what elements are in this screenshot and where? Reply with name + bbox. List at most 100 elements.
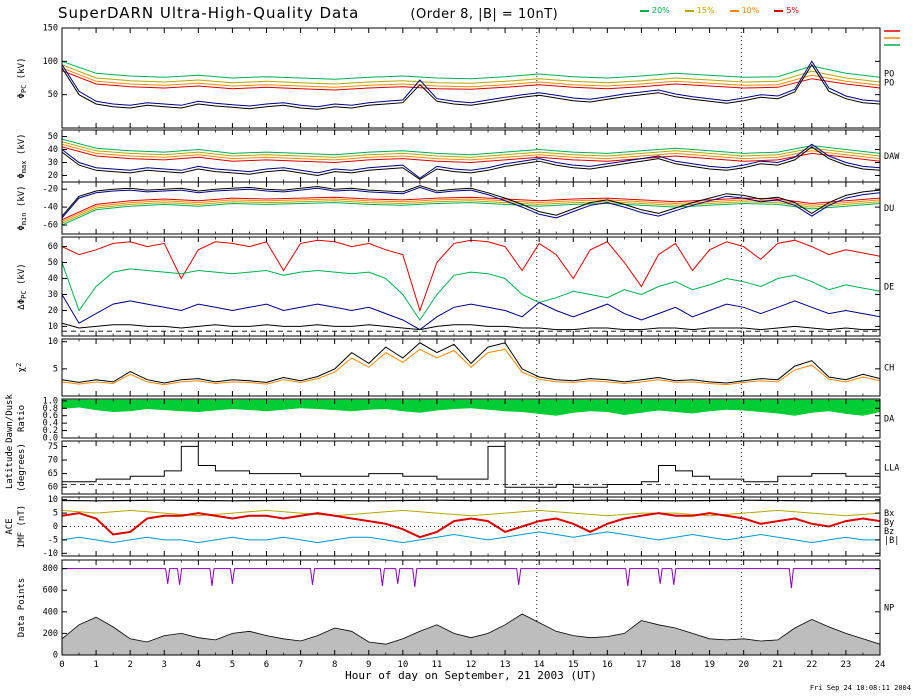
right-label-PO: PO (884, 70, 894, 80)
ytick-label: 50 (48, 90, 58, 100)
series-threshold-10pct (62, 67, 880, 88)
series-threshold-10pct (62, 198, 880, 222)
right-label-DU: DU (884, 204, 894, 214)
ytick-label: 5 (53, 509, 58, 519)
xtick-label: 10 (397, 660, 408, 670)
x-axis-title: Hour of day on September, 21 2003 (UT) (345, 669, 597, 682)
panel-ticks (61, 441, 881, 494)
confidence-legend: 20% 15% 10% 5% (640, 6, 799, 15)
panel-dawn-dusk-ratio: 0.00.20.40.60.81.0 Dawn/Dusk Ratio DA (5, 394, 894, 444)
ytick-label: 30 (48, 158, 58, 168)
ytick-label: 70 (48, 456, 58, 466)
panel-ticks (61, 130, 881, 182)
y-axis-label: Data Points (17, 578, 27, 638)
right-label-Bz: Bz (884, 527, 894, 537)
y-axis-label: Latitude (5, 446, 15, 489)
right-label-DE: DE (884, 283, 894, 293)
ytick-label: -10 (43, 549, 58, 559)
series-dawn-cell-a (62, 143, 880, 179)
figure-subtitle: (Order 8, |B| = 10nT) (410, 7, 559, 22)
y-axis-label: χ2 (15, 363, 27, 373)
right-label-DA: DA (884, 415, 894, 425)
legend-item-10%: 10% (729, 6, 760, 15)
ytick-label: 30 (48, 290, 58, 300)
ytick-label: 0.8 (43, 404, 58, 414)
ytick-label: -60 (43, 221, 58, 231)
ytick-label: 5 (53, 364, 58, 374)
xtick-label: 1 (93, 660, 98, 670)
xtick-label: 15 (568, 660, 579, 670)
xtick-label: 8 (332, 660, 337, 670)
xtick-label: 22 (806, 660, 817, 670)
xtick-label: 0 (59, 660, 64, 670)
ytick-label: 50 (48, 258, 58, 268)
panel-phi-min: -60 -40 -20 Φmin (kV) DU (17, 181, 894, 235)
ytick-label: 400 (43, 607, 58, 617)
y-axis-label: ΔΦPC (kV) (17, 263, 28, 309)
series-threshold-5pct (62, 146, 880, 164)
ytick-label: 0 (53, 651, 58, 661)
right-label-DAW: DAW (884, 152, 900, 162)
right-label-LLA: LLA (884, 464, 899, 474)
figure-title: SuperDARN Ultra-High-Quality Data (58, 4, 360, 22)
panel-latitude: 60 65 70 75 Latitude (degrees) LLA (5, 440, 899, 495)
legend-label: 15% (696, 6, 715, 15)
xtick-label: 4 (196, 660, 201, 670)
series-threshold-20pct (62, 60, 880, 80)
panel-phi-max: 20 30 40 50 Φmax (kV) DAW (17, 129, 900, 183)
xtick-label: 24 (875, 660, 886, 670)
ytick-label: 10 (48, 337, 58, 347)
ytick-label: 75 (48, 442, 58, 452)
series-dusk-cell-a (62, 186, 880, 219)
series-chi-black (62, 342, 880, 384)
xtick-label: 20 (738, 660, 749, 670)
panel-ticks (61, 560, 881, 656)
xtick-label: 9 (366, 660, 371, 670)
panel-series-group (62, 138, 880, 180)
series-lower-lat-boundary (62, 445, 880, 488)
panel-ticks (61, 339, 881, 396)
series-threshold-15pct (62, 64, 880, 85)
panel-chi-square: 5 10 χ2 CH (15, 337, 894, 397)
ytick-label: 150 (43, 24, 58, 34)
y-axis-label: IMF (nT) (17, 505, 27, 548)
panel-ticks (61, 27, 881, 128)
xtick-label: 14 (534, 660, 545, 670)
legend-label: 5% (786, 6, 800, 15)
ytick-label: 60 (48, 483, 58, 493)
ytick-label: 20 (48, 306, 58, 316)
legend-swatch-icon (684, 9, 694, 12)
right-label-Bx: Bx (884, 509, 894, 519)
panel-series-group (62, 60, 880, 110)
legend-label: 20% (652, 6, 670, 15)
series-max-points (62, 568, 880, 589)
xtick-label: 16 (602, 660, 613, 670)
xtick-label: 17 (636, 660, 647, 670)
panel-delta-phi-pc: 10 20 30 40 50 60 ΔΦPC (kV) DE (17, 236, 894, 337)
ytick-label: 10 (48, 495, 58, 505)
legend-swatch-icon (640, 9, 649, 12)
xtick-label: 6 (264, 660, 269, 670)
right-label-|B|: |B| (884, 536, 899, 546)
xtick-label: 3 (162, 660, 167, 670)
series-threshold-15pct (62, 141, 880, 158)
legend-item-15%: 15% (684, 6, 715, 15)
y-axis-label: (degrees) (17, 443, 27, 492)
panel-series-group (62, 499, 880, 544)
ytick-label: 0 (53, 522, 58, 532)
xtick-label: 11 (431, 660, 442, 670)
legend-label: 10% (741, 6, 760, 15)
panel-frame (61, 440, 881, 495)
y-axis-label: Φmin (kV) (17, 185, 28, 230)
series-delta-green (62, 262, 880, 321)
y-axis-label: Φmax (kV) (17, 133, 28, 178)
xtick-label: 18 (670, 660, 681, 670)
series-threshold-20pct (62, 202, 880, 226)
panel-frame (61, 27, 881, 129)
right-label-CH: CH (884, 364, 894, 374)
xtick-label: 13 (500, 660, 511, 670)
ytick-label: 0.4 (43, 419, 58, 429)
